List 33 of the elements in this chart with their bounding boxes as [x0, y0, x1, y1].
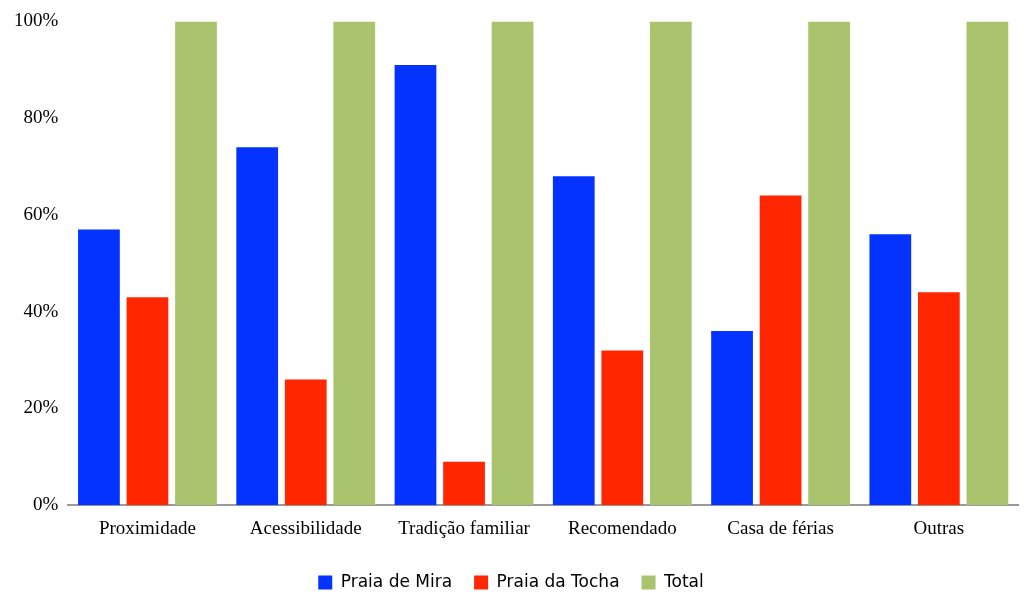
x-tick-label: Casa de férias: [727, 516, 834, 538]
y-tick-label: 100%: [14, 9, 59, 31]
bar: [333, 21, 376, 506]
bar: [552, 176, 595, 506]
x-tick-label: Outras: [913, 516, 965, 538]
y-tick-label: 80%: [23, 106, 59, 128]
y-tick-label: 20%: [23, 396, 59, 418]
bar: [236, 147, 279, 506]
bar: [491, 21, 534, 506]
x-tick-label: Proximidade: [98, 516, 197, 538]
bar: [394, 64, 437, 506]
y-tick-label: 0%: [33, 493, 59, 515]
bar: [808, 21, 850, 506]
x-tick-label: Tradição familiar: [398, 516, 531, 538]
bar: [869, 234, 912, 506]
x-tick-label: Recomendado: [567, 516, 677, 538]
bar: [966, 21, 1009, 506]
y-tick-label: 40%: [23, 299, 59, 321]
y-tick-label: 60%: [23, 202, 59, 224]
bar: [711, 331, 753, 506]
bar: [601, 350, 644, 506]
bar: [649, 21, 692, 506]
legend-label: Praia da Tocha: [496, 570, 620, 591]
bar: [759, 195, 802, 506]
bar: [175, 21, 217, 506]
bar: [284, 379, 327, 506]
legend-label: Praia de Mira: [340, 570, 453, 591]
bar: [78, 229, 120, 506]
legend-label: Total: [663, 570, 704, 591]
bar: [126, 297, 169, 506]
bar: [917, 292, 960, 506]
bar: [443, 461, 485, 506]
x-tick-label: Acessibilidade: [249, 516, 362, 538]
